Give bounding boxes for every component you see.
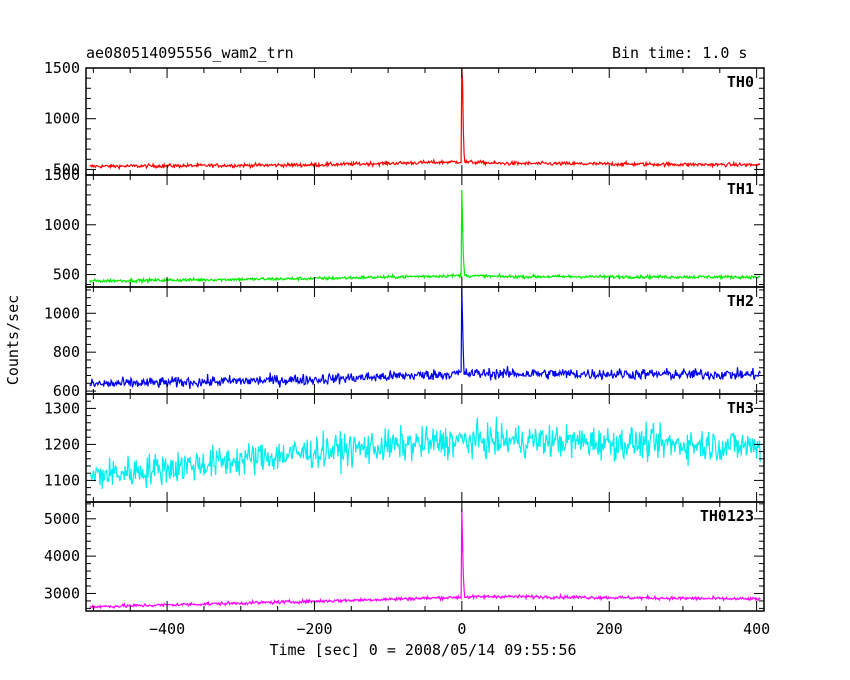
x-tick-label: 400 [743, 620, 770, 638]
y-tick-label: 1300 [44, 399, 80, 417]
series-label-th0123: TH0123 [700, 507, 754, 525]
panel-frame [85, 174, 765, 288]
y-tick-label: 1200 [44, 435, 80, 453]
panel-frame [85, 67, 765, 176]
panel-th0123: 3000 4000 5000 TH0123 [44, 501, 765, 612]
y-tick-label: 1000 [44, 110, 80, 128]
series-label-th1: TH1 [727, 180, 754, 198]
y-tick-label: 1100 [44, 471, 80, 489]
series-line-th1 [89, 189, 761, 285]
y-tick-label: 1500 [44, 166, 80, 184]
panels-group: 500 1000 1500 TH0 500 1000 1500 TH1 600 800 1000 TH… [44, 59, 765, 612]
panel-th3: 1100 1200 1300 TH3 [44, 393, 765, 503]
x-tick-label: −400 [149, 620, 185, 638]
series-line-th0 [89, 68, 761, 171]
y-tick-label: 4000 [44, 547, 80, 565]
series-label-th0: TH0 [727, 73, 754, 91]
series-label-th3: TH3 [727, 399, 754, 417]
x-axis-label: Time [sec] 0 = 2008/05/14 09:55:56 [269, 641, 576, 659]
panel-th2: 600 800 1000 TH2 [44, 286, 765, 400]
panel-th1: 500 1000 1500 TH1 [44, 166, 765, 288]
y-tick-label: 1000 [44, 304, 80, 322]
chart-title: ae080514095556_wam2_trn [86, 44, 294, 62]
panel-frame [85, 501, 765, 612]
y-tick-label: 1000 [44, 216, 80, 234]
y-tick-label: 600 [53, 382, 80, 400]
panel-frame [85, 286, 765, 395]
panel-th0: 500 1000 1500 TH0 [44, 59, 765, 178]
y-tick-label: 5000 [44, 510, 80, 528]
y-tick-label: 500 [53, 266, 80, 284]
y-tick-label: 1500 [44, 59, 80, 77]
y-tick-label: 500 [53, 160, 80, 178]
series-line-th0123 [89, 509, 761, 610]
y-tick-label: 800 [53, 343, 80, 361]
x-tick-label: 200 [596, 620, 623, 638]
series-line-th2 [89, 287, 761, 389]
x-tick-label: −200 [296, 620, 332, 638]
x-axis: −400 −200 0 200 400 [149, 620, 770, 638]
y-axis-label: Counts/sec [4, 295, 22, 385]
y-tick-label: 3000 [44, 584, 80, 602]
series-line-th3 [89, 416, 761, 490]
series-label-th2: TH2 [727, 292, 754, 310]
bin-time-label: Bin time: 1.0 s [612, 44, 748, 62]
x-tick-label: 0 [457, 620, 466, 638]
